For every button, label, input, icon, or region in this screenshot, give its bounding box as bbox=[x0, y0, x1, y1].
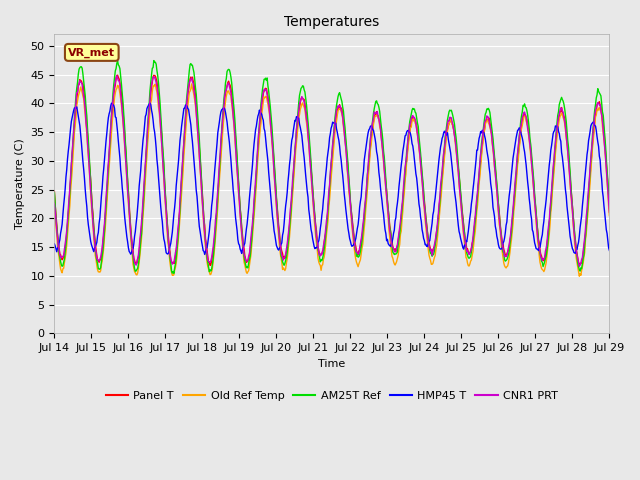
Panel T bbox=[605, 205, 613, 211]
Old Ref Temp bbox=[51, 202, 58, 207]
Panel T bbox=[325, 198, 333, 204]
Text: VR_met: VR_met bbox=[68, 47, 115, 58]
AM25T Ref bbox=[174, 238, 182, 244]
HMP45 T bbox=[556, 136, 564, 142]
Old Ref Temp bbox=[197, 177, 205, 183]
Panel T bbox=[114, 72, 122, 78]
AM25T Ref bbox=[51, 190, 58, 195]
CNR1 PRT bbox=[173, 238, 180, 243]
AM25T Ref bbox=[325, 196, 333, 202]
HMP45 T bbox=[201, 252, 209, 257]
CNR1 PRT bbox=[197, 175, 205, 180]
Old Ref Temp bbox=[172, 260, 180, 266]
AM25T Ref bbox=[379, 137, 387, 143]
AM25T Ref bbox=[556, 99, 564, 105]
CNR1 PRT bbox=[324, 201, 332, 207]
HMP45 T bbox=[197, 234, 205, 240]
X-axis label: Time: Time bbox=[318, 359, 346, 369]
HMP45 T bbox=[379, 206, 387, 212]
CNR1 PRT bbox=[113, 73, 121, 79]
Line: AM25T Ref: AM25T Ref bbox=[54, 60, 609, 273]
Old Ref Temp bbox=[605, 213, 613, 218]
HMP45 T bbox=[51, 241, 58, 247]
Old Ref Temp bbox=[433, 242, 440, 248]
Old Ref Temp bbox=[324, 217, 332, 223]
CNR1 PRT bbox=[575, 264, 583, 269]
Y-axis label: Temperature (C): Temperature (C) bbox=[15, 139, 25, 229]
HMP45 T bbox=[434, 171, 442, 177]
HMP45 T bbox=[325, 144, 333, 149]
Old Ref Temp bbox=[575, 274, 583, 279]
CNR1 PRT bbox=[433, 228, 440, 233]
HMP45 T bbox=[605, 248, 613, 253]
CNR1 PRT bbox=[556, 111, 563, 117]
AM25T Ref bbox=[150, 58, 157, 63]
AM25T Ref bbox=[170, 270, 178, 276]
Old Ref Temp bbox=[556, 117, 563, 123]
CNR1 PRT bbox=[51, 201, 58, 206]
Legend: Panel T, Old Ref Temp, AM25T Ref, HMP45 T, CNR1 PRT: Panel T, Old Ref Temp, AM25T Ref, HMP45 … bbox=[101, 387, 563, 406]
Panel T bbox=[206, 263, 214, 268]
AM25T Ref bbox=[198, 178, 205, 183]
Title: Temperatures: Temperatures bbox=[284, 15, 380, 29]
CNR1 PRT bbox=[378, 141, 386, 147]
AM25T Ref bbox=[434, 226, 442, 231]
Panel T bbox=[197, 168, 205, 174]
Line: CNR1 PRT: CNR1 PRT bbox=[54, 76, 609, 266]
Line: Old Ref Temp: Old Ref Temp bbox=[54, 84, 609, 276]
AM25T Ref bbox=[605, 202, 613, 207]
Line: Panel T: Panel T bbox=[54, 75, 609, 265]
Panel T bbox=[51, 189, 58, 194]
Old Ref Temp bbox=[378, 142, 386, 147]
Panel T bbox=[173, 241, 180, 247]
Panel T bbox=[556, 109, 564, 115]
HMP45 T bbox=[146, 100, 154, 106]
Old Ref Temp bbox=[188, 81, 195, 87]
Panel T bbox=[434, 223, 442, 228]
CNR1 PRT bbox=[605, 209, 613, 215]
Panel T bbox=[379, 146, 387, 152]
Line: HMP45 T: HMP45 T bbox=[54, 103, 609, 254]
HMP45 T bbox=[173, 175, 180, 180]
